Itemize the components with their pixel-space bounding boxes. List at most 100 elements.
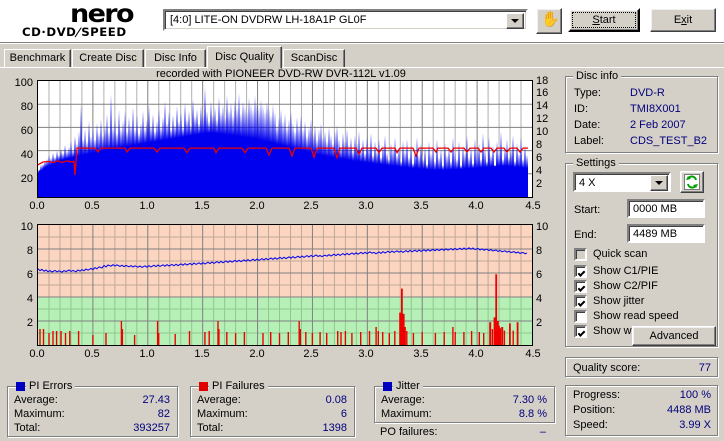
- tab-disc-quality[interactable]: Disc Quality: [207, 46, 282, 69]
- pi-errors-total-label: Total:: [14, 422, 41, 434]
- y2-tick-label: 4: [536, 165, 543, 177]
- start-button[interactable]: Start: [568, 8, 640, 32]
- tab-disc-info[interactable]: Disc Info: [145, 49, 206, 68]
- pi-errors-svg: [38, 81, 532, 197]
- disc-label-value: CDS_TEST_B2: [630, 135, 708, 147]
- y2-tick-label: 10: [536, 221, 549, 233]
- pi-errors-color-swatch: [16, 382, 25, 391]
- y2-tick-label: 2: [536, 178, 543, 190]
- pi-errors-average-label: Average:: [14, 394, 58, 406]
- x-tick-label: 4.0: [468, 200, 484, 212]
- pi-errors-maximum-label: Maximum:: [14, 408, 65, 420]
- chevron-down-icon[interactable]: [650, 175, 668, 191]
- checkbox-show-c1-pie[interactable]: [574, 265, 587, 278]
- checkbox-quick-scan-label: Quick scan: [593, 248, 648, 260]
- pi-errors-maximum-value: 82: [157, 408, 170, 420]
- pi-failures-total-label: Total:: [197, 422, 224, 434]
- y-tick-label: 2: [26, 317, 33, 329]
- checkbox-show-read-speed-label: Show read speed: [593, 310, 679, 322]
- end-mb-field[interactable]: 4489 MB: [627, 224, 705, 243]
- advanced-button[interactable]: Advanced: [632, 326, 716, 346]
- settings-title: Settings: [573, 157, 619, 169]
- checkbox-show-read-speed[interactable]: [574, 310, 587, 323]
- scan-speed-selector[interactable]: 4 X: [573, 172, 671, 192]
- settings-group: Settings 4 X Start: 0000 MB End: 4489 MB…: [565, 157, 719, 348]
- refresh-icon: [684, 174, 700, 190]
- jitter-pif-chart: 10 8 6 4 2: [0, 222, 556, 372]
- y-tick-label: 60: [20, 125, 33, 137]
- x-tick-label: 4.0: [468, 348, 484, 360]
- x-tick-label: 3.0: [358, 200, 374, 212]
- eject-button[interactable]: ✋: [536, 8, 562, 34]
- checkbox-show-c2-pif-label: Show C2/PIF: [593, 280, 658, 292]
- position-value: 4488 MB: [666, 404, 711, 416]
- y-tick-label: 20: [20, 173, 33, 185]
- checkbox-show-jitter-label: Show jitter: [593, 295, 645, 307]
- y2-tick-label: 16: [536, 87, 549, 99]
- toolbar: nero CD·DVD∕SPEED [4:0] LITE-ON DVDRW LH…: [0, 0, 724, 42]
- start-mb-field[interactable]: 0000 MB: [627, 199, 705, 218]
- nero-logo: nero CD·DVD∕SPEED: [22, 1, 162, 39]
- start-mb-value: 0000 MB: [633, 203, 678, 215]
- scan-speed-value: 4 X: [579, 177, 596, 189]
- checkbox-show-c2-pif[interactable]: [574, 280, 587, 293]
- disc-type-value: DVD-R: [630, 87, 665, 99]
- po-failures-value: –: [539, 426, 546, 438]
- tab-benchmark[interactable]: Benchmark: [4, 49, 71, 68]
- jitter-maximum-label: Maximum:: [381, 408, 432, 420]
- y-tick-label: 40: [20, 149, 33, 161]
- quality-score-label: Quality score:: [573, 362, 641, 374]
- y2-tick-label: 18: [536, 75, 549, 87]
- checkbox-show-jitter[interactable]: [574, 295, 587, 308]
- tab-scandisc[interactable]: ScanDisc: [283, 49, 345, 68]
- y2-tick-label: 14: [536, 100, 549, 112]
- pi-errors-chart: recorded with PIONEER DVD-RW DVR-112L v1…: [0, 68, 556, 216]
- jitter-plot-area: [37, 224, 533, 346]
- toolbar-divider: [0, 42, 724, 44]
- tab-create-disc[interactable]: Create Disc: [72, 49, 144, 68]
- chevron-down-icon[interactable]: [506, 13, 524, 29]
- logo-subtitle: CD·DVD∕SPEED: [22, 25, 127, 39]
- start-mb-label: Start:: [574, 204, 601, 216]
- y-tick-label: 80: [20, 101, 33, 113]
- jitter-svg: [38, 225, 532, 345]
- disc-id-label: ID:: [574, 103, 589, 115]
- speed-label: Speed:: [573, 419, 608, 431]
- pi-failures-average-label: Average:: [197, 394, 241, 406]
- disc-id-value: TMI8X001: [630, 103, 681, 115]
- checkbox-quick-scan[interactable]: [574, 248, 587, 261]
- checkbox-show-write-speed[interactable]: [574, 325, 587, 338]
- x-tick-label: 3.5: [413, 348, 429, 360]
- drive-selector-value: [4:0] LITE-ON DVDRW LH-18A1P GL0F: [170, 14, 367, 26]
- drive-selector[interactable]: [4:0] LITE-ON DVDRW LH-18A1P GL0F: [163, 9, 528, 31]
- x-tick-label: 4.5: [525, 200, 541, 212]
- x-tick-label: 1.5: [194, 200, 210, 212]
- x-tick-label: 2.0: [249, 348, 265, 360]
- end-mb-value: 4489 MB: [633, 228, 678, 240]
- jitter-stats-title: Jitter: [393, 380, 423, 392]
- disc-info-group: Disc info Type: DVD-R ID: TMI8X001 Date:…: [565, 70, 719, 154]
- pi-failures-maximum-label: Maximum:: [197, 408, 248, 420]
- jitter-average-label: Average:: [381, 394, 425, 406]
- disc-type-label: Type:: [574, 87, 601, 99]
- exit-button-label: Exit: [673, 14, 693, 26]
- y2-tick-label: 2: [536, 317, 543, 329]
- x-tick-label: 1.5: [194, 348, 210, 360]
- y-tick-label: 4: [26, 293, 33, 305]
- exit-button[interactable]: Exit: [650, 8, 716, 32]
- y2-tick-label: 12: [536, 113, 549, 125]
- x-tick-label: 2.5: [303, 200, 319, 212]
- po-failures-label: PO failures:: [380, 426, 438, 438]
- y-tick-label: 10: [20, 221, 33, 233]
- pi-failures-maximum-value: 6: [340, 408, 347, 420]
- refresh-button[interactable]: [680, 171, 704, 193]
- x-tick-label: 0.5: [84, 348, 100, 360]
- checkbox-show-c1-pie-label: Show C1/PIE: [593, 265, 659, 277]
- jitter-stats-group: Jitter Average: 7.30 % Maximum: 8.8 %: [374, 380, 556, 424]
- hand-icon: ✋: [541, 11, 560, 28]
- pi-errors-stats-group: PI Errors Average: 27.43 Maximum: 82 Tot…: [7, 380, 179, 438]
- disc-date-value: 2 Feb 2007: [630, 119, 686, 131]
- disc-date-label: Date:: [574, 119, 601, 131]
- y-tick-label: 8: [26, 245, 33, 257]
- pi-failures-total-value: 1398: [322, 422, 347, 434]
